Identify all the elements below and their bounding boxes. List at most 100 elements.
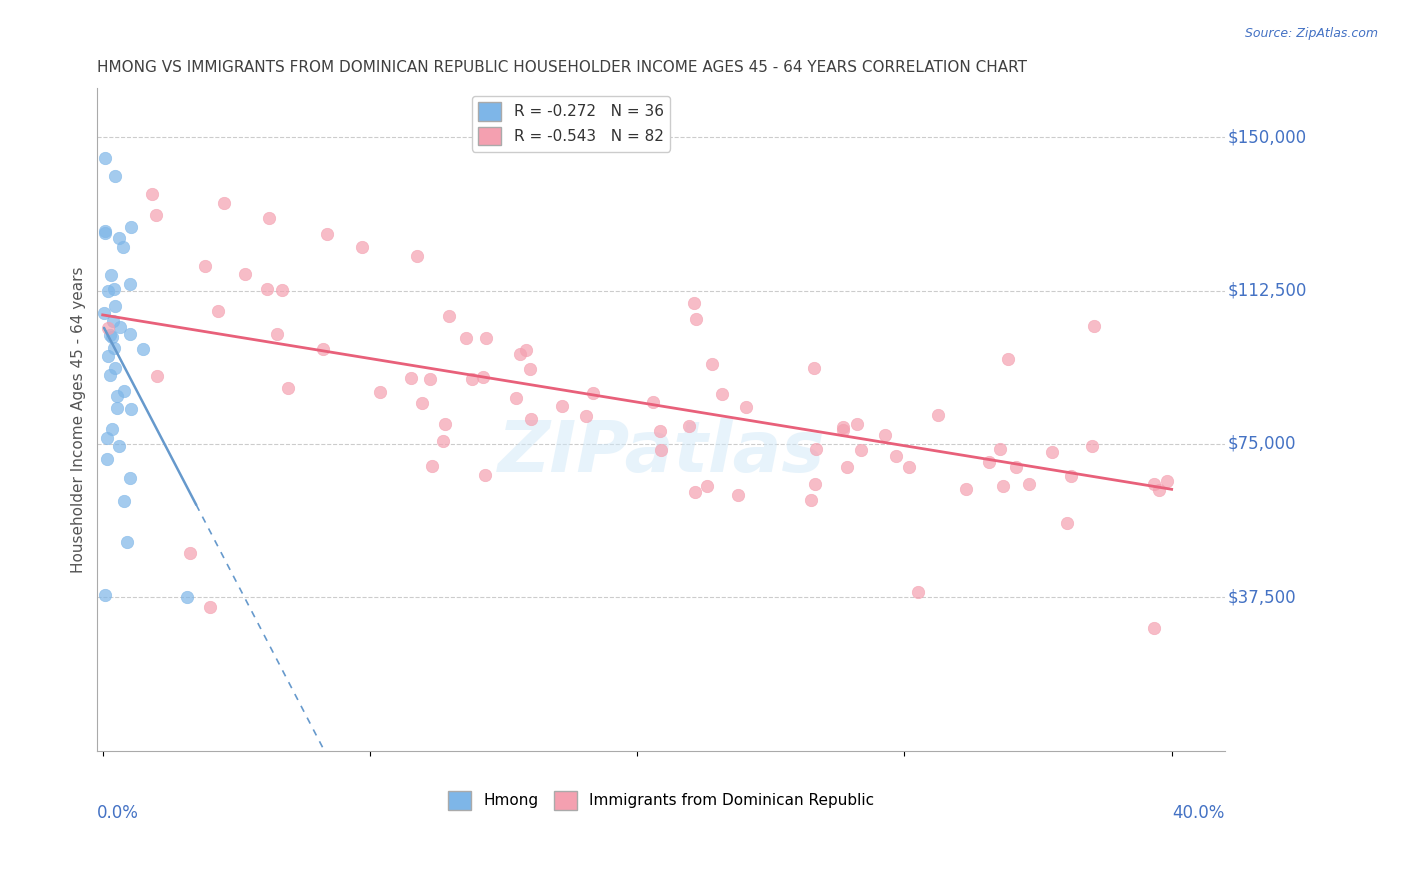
Point — [734, 400, 756, 414]
Point — [399, 370, 422, 384]
Point — [460, 372, 482, 386]
Point — [104, 360, 127, 375]
Point — [100, 268, 122, 283]
Point — [727, 488, 749, 502]
Point — [103, 282, 125, 296]
Point — [696, 479, 718, 493]
Point — [1143, 477, 1166, 491]
Point — [1018, 477, 1040, 491]
Point — [803, 361, 825, 376]
Point — [846, 417, 869, 431]
Point — [582, 385, 605, 400]
Point — [96, 452, 118, 467]
Point — [1081, 439, 1104, 453]
Point — [575, 409, 598, 423]
Point — [120, 327, 142, 342]
Point — [519, 412, 541, 426]
Point — [551, 399, 574, 413]
Point — [1143, 621, 1166, 635]
Point — [97, 285, 120, 299]
Point — [108, 439, 131, 453]
Point — [312, 342, 335, 356]
Point — [474, 468, 496, 483]
Y-axis label: Householder Income Ages 45 - 64 years: Householder Income Ages 45 - 64 years — [72, 266, 86, 573]
Point — [94, 226, 117, 240]
Point — [315, 227, 337, 241]
Point — [519, 362, 541, 376]
Point — [979, 455, 1001, 469]
Point — [685, 311, 707, 326]
Point — [111, 239, 134, 253]
Point — [194, 260, 217, 274]
Point — [94, 151, 117, 165]
Point — [997, 352, 1019, 367]
Point — [505, 391, 527, 405]
Point — [120, 401, 142, 416]
Point — [700, 357, 723, 371]
Point — [98, 328, 121, 343]
Point — [832, 420, 855, 434]
Point — [146, 369, 169, 384]
Point — [94, 224, 117, 238]
Point — [118, 471, 141, 485]
Point — [132, 343, 155, 357]
Point — [475, 331, 498, 345]
Point — [108, 319, 131, 334]
Point — [1056, 516, 1078, 530]
Legend: Hmong, Immigrants from Dominican Republic: Hmong, Immigrants from Dominican Republi… — [443, 785, 880, 816]
Point — [108, 231, 131, 245]
Point — [120, 219, 142, 234]
Point — [179, 546, 201, 560]
Point — [432, 434, 454, 448]
Point — [98, 368, 121, 382]
Point — [104, 169, 127, 184]
Point — [207, 303, 229, 318]
Point — [678, 419, 700, 434]
Point — [434, 417, 457, 432]
Point — [991, 479, 1014, 493]
Point — [233, 267, 256, 281]
Point — [1005, 459, 1028, 474]
Point — [515, 343, 537, 358]
Point — [927, 408, 949, 422]
Text: $150,000: $150,000 — [1227, 128, 1306, 146]
Point — [907, 585, 929, 599]
Point — [509, 347, 531, 361]
Point — [849, 443, 872, 458]
Point — [93, 306, 115, 320]
Point — [112, 494, 135, 508]
Point — [648, 424, 671, 438]
Point — [800, 492, 823, 507]
Point — [955, 482, 977, 496]
Point — [1156, 474, 1178, 488]
Point — [256, 282, 278, 296]
Point — [456, 331, 478, 345]
Point — [420, 458, 443, 473]
Point — [1040, 445, 1063, 459]
Point — [1060, 469, 1083, 483]
Point — [277, 381, 299, 395]
Point — [803, 476, 825, 491]
Point — [100, 329, 122, 343]
Point — [897, 460, 920, 475]
Point — [406, 249, 429, 263]
Point — [94, 588, 117, 602]
Point — [112, 384, 135, 398]
Point — [683, 296, 706, 310]
Point — [212, 196, 235, 211]
Point — [988, 442, 1011, 457]
Point — [685, 485, 707, 500]
Point — [104, 299, 127, 313]
Point — [141, 187, 163, 202]
Point — [835, 459, 858, 474]
Point — [352, 240, 374, 254]
Text: $37,500: $37,500 — [1227, 588, 1296, 607]
Point — [368, 384, 391, 399]
Point — [105, 401, 128, 415]
Point — [437, 309, 460, 323]
Point — [641, 395, 664, 409]
Text: 0.0%: 0.0% — [97, 804, 139, 822]
Point — [266, 327, 288, 342]
Text: ZIPatlas: ZIPatlas — [498, 418, 825, 487]
Point — [832, 423, 855, 437]
